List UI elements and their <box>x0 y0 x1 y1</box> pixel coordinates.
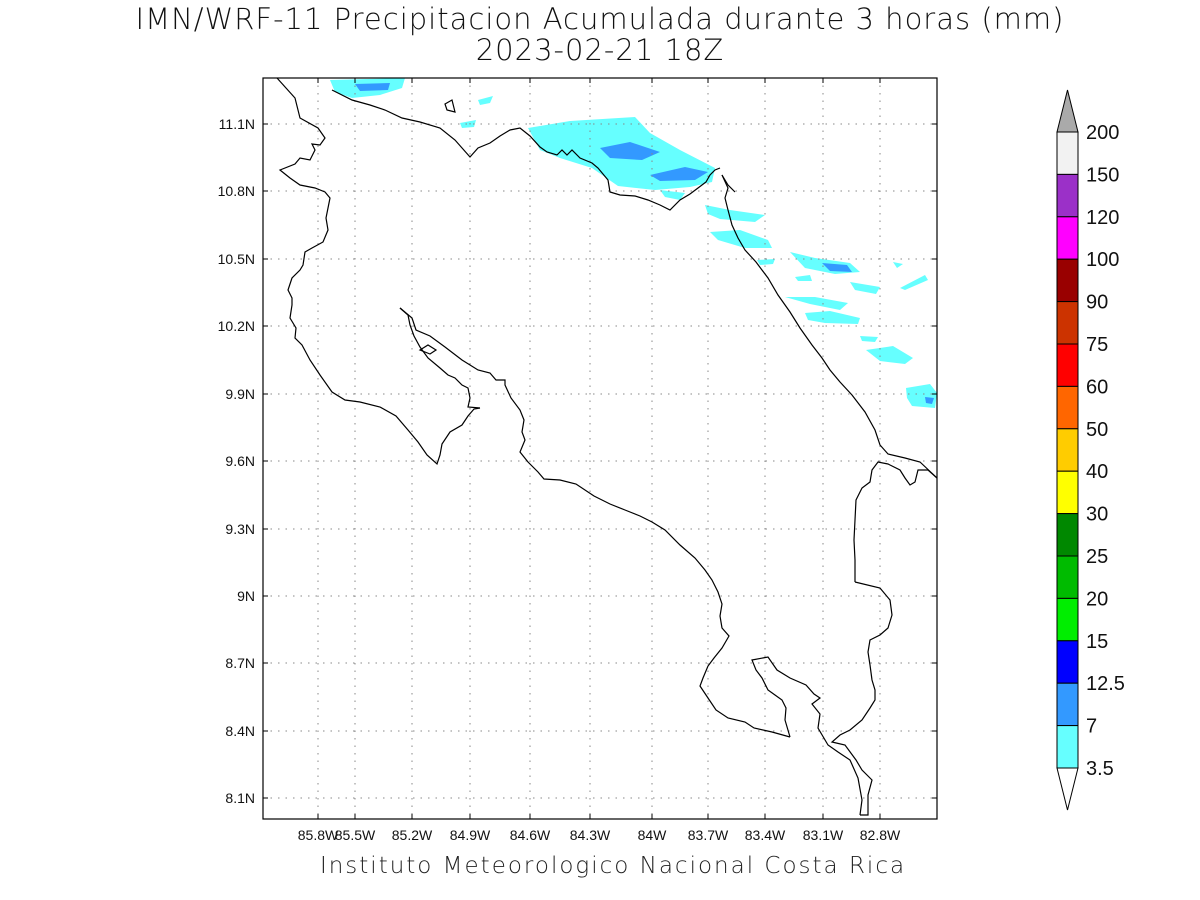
colorbar-swatch <box>1056 725 1079 769</box>
colorbar-label: 30 <box>1086 504 1108 526</box>
colorbar-swatch <box>1056 343 1079 387</box>
colorbar-label: 12.5 <box>1086 673 1125 695</box>
y-tick-label: 10.2N <box>218 318 255 334</box>
map-frame <box>262 77 938 820</box>
colorbar-label: 15 <box>1086 631 1108 653</box>
colorbar-swatch <box>1056 555 1079 599</box>
colorbar-bottom-cap <box>1056 767 1079 811</box>
precip-area <box>460 120 476 128</box>
y-tick-label: 10.8N <box>218 183 255 199</box>
precip-area <box>710 230 772 248</box>
x-tick-label: 84.9W <box>450 827 491 843</box>
colorbar-swatch <box>1056 131 1079 175</box>
colorbar-swatch <box>1056 597 1079 642</box>
colorbar-label: 40 <box>1086 461 1108 483</box>
precip-area <box>795 275 812 281</box>
precip-area <box>785 297 848 310</box>
precip-area <box>850 282 880 294</box>
precip-area <box>757 259 775 265</box>
x-tick-label: 84.3W <box>570 827 611 843</box>
y-axis: 11.1N 10.8N 10.5N 10.2N 9.9N 9.6N 9.3N 9N 8.7N 8.… <box>218 116 937 806</box>
y-tick-label: 9N <box>237 588 255 604</box>
precip-area <box>822 263 852 272</box>
colorbar-label: 25 <box>1086 546 1108 568</box>
colorbar-label: 75 <box>1086 334 1108 356</box>
precip-area <box>705 205 765 222</box>
colorbar-label: 90 <box>1086 292 1108 314</box>
precip-area <box>893 262 903 268</box>
y-tick-label: 9.3N <box>225 521 255 537</box>
map-datetime: 2023-02-21 18Z <box>475 33 725 67</box>
colorbar-label: 20 <box>1086 588 1108 610</box>
y-tick-label: 9.6N <box>225 453 255 469</box>
color-legend: 200 150 120 100 90 75 60 50 40 30 25 20 15 12.5 7 3.5 <box>1056 89 1125 811</box>
precip-area <box>906 384 937 408</box>
y-tick-label: 11.1N <box>219 116 255 132</box>
colorbar-label: 3.5 <box>1086 758 1114 780</box>
x-tick-label: 85.8W <box>298 827 339 843</box>
map-grid <box>263 78 937 819</box>
y-tick-label: 8.4N <box>225 723 255 739</box>
y-tick-label: 8.7N <box>225 655 255 671</box>
precip-area <box>805 311 860 324</box>
precip-area <box>660 190 685 200</box>
map-title: IMN/WRF-11 Precipitacion Acumulada duran… <box>135 2 1065 36</box>
colorbar-swatch <box>1056 301 1079 345</box>
precip-area <box>355 83 390 91</box>
y-tick-label: 9.9N <box>225 386 255 402</box>
precip-area <box>860 336 878 342</box>
colorbar-swatch <box>1056 513 1079 557</box>
colorbar-swatch <box>1056 428 1079 472</box>
colorbar-label: 120 <box>1086 207 1119 229</box>
colorbar-swatch <box>1056 470 1079 515</box>
y-tick-label: 10.5N <box>218 251 255 267</box>
precip-area <box>478 96 493 105</box>
precip-area <box>866 346 913 364</box>
x-tick-label: 83.7W <box>688 827 729 843</box>
coastline <box>276 77 938 816</box>
precipitation-areas <box>330 78 937 408</box>
colorbar-top-cap <box>1056 89 1079 133</box>
x-tick-label: 83.4W <box>745 827 786 843</box>
colorbar-swatch <box>1056 258 1079 303</box>
x-tick-label: 84W <box>638 827 668 843</box>
x-tick-label: 83.1W <box>803 827 844 843</box>
x-tick-label: 82.8W <box>860 827 901 843</box>
precip-area <box>650 167 708 181</box>
precip-area <box>900 275 928 290</box>
footer-credit: Instituto Meteorologico Nacional Costa R… <box>319 853 907 879</box>
colorbar-swatch <box>1056 173 1079 218</box>
colorbar-swatch <box>1056 385 1079 430</box>
colorbar-label: 50 <box>1086 419 1108 441</box>
x-tick-label: 85.2W <box>392 827 433 843</box>
x-tick-label: 84.6W <box>510 827 551 843</box>
colorbar-swatch <box>1056 216 1079 260</box>
colorbar-label: 200 <box>1086 122 1119 144</box>
colorbar-label: 100 <box>1086 249 1119 271</box>
precip-area <box>925 397 934 404</box>
colorbar-swatch <box>1056 682 1079 727</box>
x-tick-label: 85.5W <box>335 827 376 843</box>
y-tick-label: 8.1N <box>225 790 255 806</box>
colorbar-label: 7 <box>1086 716 1097 738</box>
colorbar-label: 150 <box>1086 164 1119 186</box>
colorbar-swatch <box>1056 640 1079 684</box>
colorbar-label: 60 <box>1086 376 1108 398</box>
precip-area <box>600 142 660 160</box>
